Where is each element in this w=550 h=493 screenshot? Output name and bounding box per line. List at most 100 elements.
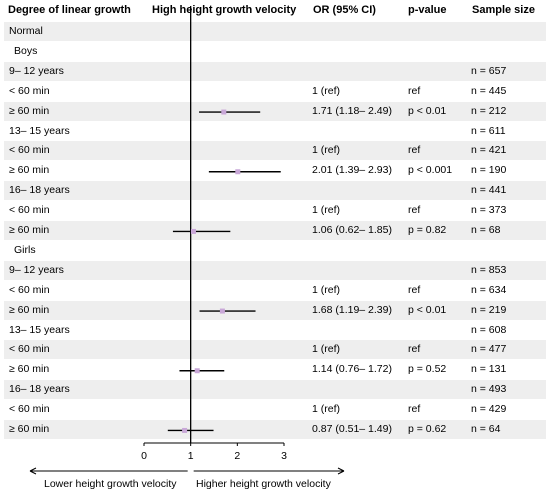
row-label: 9– 12 years bbox=[9, 263, 64, 276]
p-value-cell: p = 0.82 bbox=[408, 224, 447, 236]
odds-ratio-cell: 1 (ref) bbox=[312, 343, 341, 356]
odds-ratio-cell: 1 (ref) bbox=[312, 204, 341, 217]
p-value-cell: p < 0.01 bbox=[408, 104, 447, 117]
p-value-cell: p < 0.001 bbox=[408, 164, 453, 177]
sample-size-cell: n = 657 bbox=[471, 64, 507, 77]
row-label: ≥ 60 min bbox=[9, 164, 50, 177]
p-value-cell: ref bbox=[408, 144, 421, 157]
row-label: ≥ 60 min bbox=[9, 303, 50, 316]
p-value-cell: p = 0.52 bbox=[408, 363, 447, 376]
row-label: 13– 15 years bbox=[9, 323, 70, 336]
odds-ratio-cell: 1.14 (0.76– 1.72) bbox=[312, 363, 392, 376]
odds-ratio-cell: 1 (ref) bbox=[312, 84, 341, 97]
header-or: OR (95% CI) bbox=[313, 4, 376, 16]
row-label: 9– 12 years bbox=[9, 64, 64, 77]
p-value-cell: p < 0.01 bbox=[408, 303, 447, 316]
sample-size-cell: n = 68 bbox=[471, 224, 501, 236]
sample-size-cell: n = 441 bbox=[471, 184, 507, 197]
table-row: 9– 12 years n = 657 bbox=[4, 61, 546, 81]
table-row: ≥ 60 min 1.68 (1.19– 2.39) p < 0.01 n = 219 bbox=[4, 300, 546, 320]
row-label: Girls bbox=[14, 243, 36, 256]
table-row: < 60 min 1 (ref) ref n = 421 bbox=[4, 141, 546, 161]
table-row: < 60 min 1 (ref) ref n = 445 bbox=[4, 82, 546, 101]
x-left-caption: Lower height growth velocity bbox=[44, 478, 177, 490]
sample-size-cell: n = 131 bbox=[471, 363, 507, 376]
point-estimate bbox=[221, 109, 227, 115]
p-value-cell: p = 0.62 bbox=[408, 423, 447, 435]
table-row: Boys bbox=[4, 42, 546, 61]
row-label: ≥ 60 min bbox=[9, 224, 50, 236]
x-tick-label: 0 bbox=[141, 450, 147, 462]
sample-size-cell: n = 493 bbox=[471, 383, 507, 396]
sample-size-cell: n = 219 bbox=[471, 303, 507, 316]
table-row: ≥ 60 min 0.87 (0.51– 1.49) p = 0.62 n = 64 bbox=[4, 420, 546, 439]
x-tick-label: 1 bbox=[188, 450, 194, 462]
sample-size-cell: n = 853 bbox=[471, 263, 507, 276]
point-estimate bbox=[194, 368, 200, 374]
p-value-cell: ref bbox=[408, 343, 421, 356]
sample-size-cell: n = 634 bbox=[471, 283, 507, 296]
header-velocity: High height growth velocity bbox=[152, 4, 297, 16]
row-label: < 60 min bbox=[9, 84, 50, 97]
table-row: ≥ 60 min 1.14 (0.76– 1.72) p = 0.52 n = 131 bbox=[4, 360, 546, 379]
table-row: < 60 min 1 (ref) ref n = 429 bbox=[4, 400, 546, 419]
point-estimate bbox=[219, 308, 225, 314]
row-label: Normal bbox=[9, 25, 43, 37]
table-row: 13– 15 years n = 611 bbox=[4, 122, 546, 141]
left-arrowhead bbox=[29, 467, 37, 475]
table-row: ≥ 60 min 1.06 (0.62– 1.85) p = 0.82 n = 68 bbox=[4, 221, 546, 240]
row-label: < 60 min bbox=[9, 283, 50, 296]
odds-ratio-cell: 1.71 (1.18– 2.49) bbox=[312, 104, 392, 117]
row-label: 16– 18 years bbox=[9, 383, 70, 396]
sample-size-cell: n = 445 bbox=[471, 84, 507, 97]
row-label: ≥ 60 min bbox=[9, 104, 50, 117]
table-row: Normal bbox=[4, 22, 546, 41]
row-label: < 60 min bbox=[9, 403, 50, 416]
table-row: Girls bbox=[4, 241, 546, 260]
row-label: 13– 15 years bbox=[9, 124, 70, 137]
table-row: ≥ 60 min 2.01 (1.39– 2.93) p < 0.001 n = 19… bbox=[4, 161, 546, 180]
odds-ratio-cell: 1 (ref) bbox=[312, 283, 341, 296]
table-row: < 60 min 1 (ref) ref n = 634 bbox=[4, 281, 546, 300]
odds-ratio-cell: 2.01 (1.39– 2.93) bbox=[312, 164, 392, 177]
table-row: ≥ 60 min 1.71 (1.18– 2.49) p < 0.01 n = 212 bbox=[4, 101, 546, 121]
row-label: < 60 min bbox=[9, 204, 50, 217]
row-label: ≥ 60 min bbox=[9, 423, 50, 435]
table-row: 9– 12 years n = 853 bbox=[4, 260, 546, 280]
p-value-cell: ref bbox=[408, 283, 421, 296]
table-row: 16– 18 years n = 493 bbox=[4, 380, 546, 400]
sample-size-cell: n = 608 bbox=[471, 323, 507, 336]
sample-size-cell: n = 429 bbox=[471, 403, 507, 416]
header-pvalue: p-value bbox=[408, 4, 447, 16]
sample-size-cell: n = 421 bbox=[471, 144, 507, 157]
table-row: < 60 min 1 (ref) ref n = 477 bbox=[4, 340, 546, 360]
sample-size-cell: n = 477 bbox=[471, 343, 507, 356]
p-value-cell: ref bbox=[408, 204, 421, 217]
right-arrowhead bbox=[337, 467, 345, 475]
table-row: 13– 15 years n = 608 bbox=[4, 321, 546, 340]
sample-size-cell: n = 373 bbox=[471, 204, 507, 217]
row-label: 16– 18 years bbox=[9, 184, 70, 197]
p-value-cell: ref bbox=[408, 403, 421, 416]
row-label: ≥ 60 min bbox=[9, 363, 50, 376]
x-tick-label: 3 bbox=[281, 450, 287, 462]
row-label: Boys bbox=[14, 44, 38, 57]
p-value-cell: ref bbox=[408, 84, 421, 97]
odds-ratio-cell: 1.68 (1.19– 2.39) bbox=[312, 303, 392, 316]
sample-size-cell: n = 611 bbox=[471, 124, 506, 137]
row-label: < 60 min bbox=[9, 343, 50, 356]
x-right-caption: Higher height growth velocity bbox=[196, 478, 331, 490]
point-estimate bbox=[182, 427, 188, 433]
row-label: < 60 min bbox=[9, 144, 50, 157]
odds-ratio-cell: 1.06 (0.62– 1.85) bbox=[312, 224, 392, 236]
point-estimate bbox=[235, 169, 241, 175]
odds-ratio-cell: 0.87 (0.51– 1.49) bbox=[312, 423, 392, 435]
odds-ratio-cell: 1 (ref) bbox=[312, 403, 341, 416]
x-tick-label: 2 bbox=[234, 450, 240, 462]
sample-size-cell: n = 64 bbox=[471, 423, 501, 435]
header-degree: Degree of linear growth bbox=[8, 4, 131, 16]
table-row: 16– 18 years n = 441 bbox=[4, 181, 546, 201]
sample-size-cell: n = 212 bbox=[471, 104, 507, 117]
